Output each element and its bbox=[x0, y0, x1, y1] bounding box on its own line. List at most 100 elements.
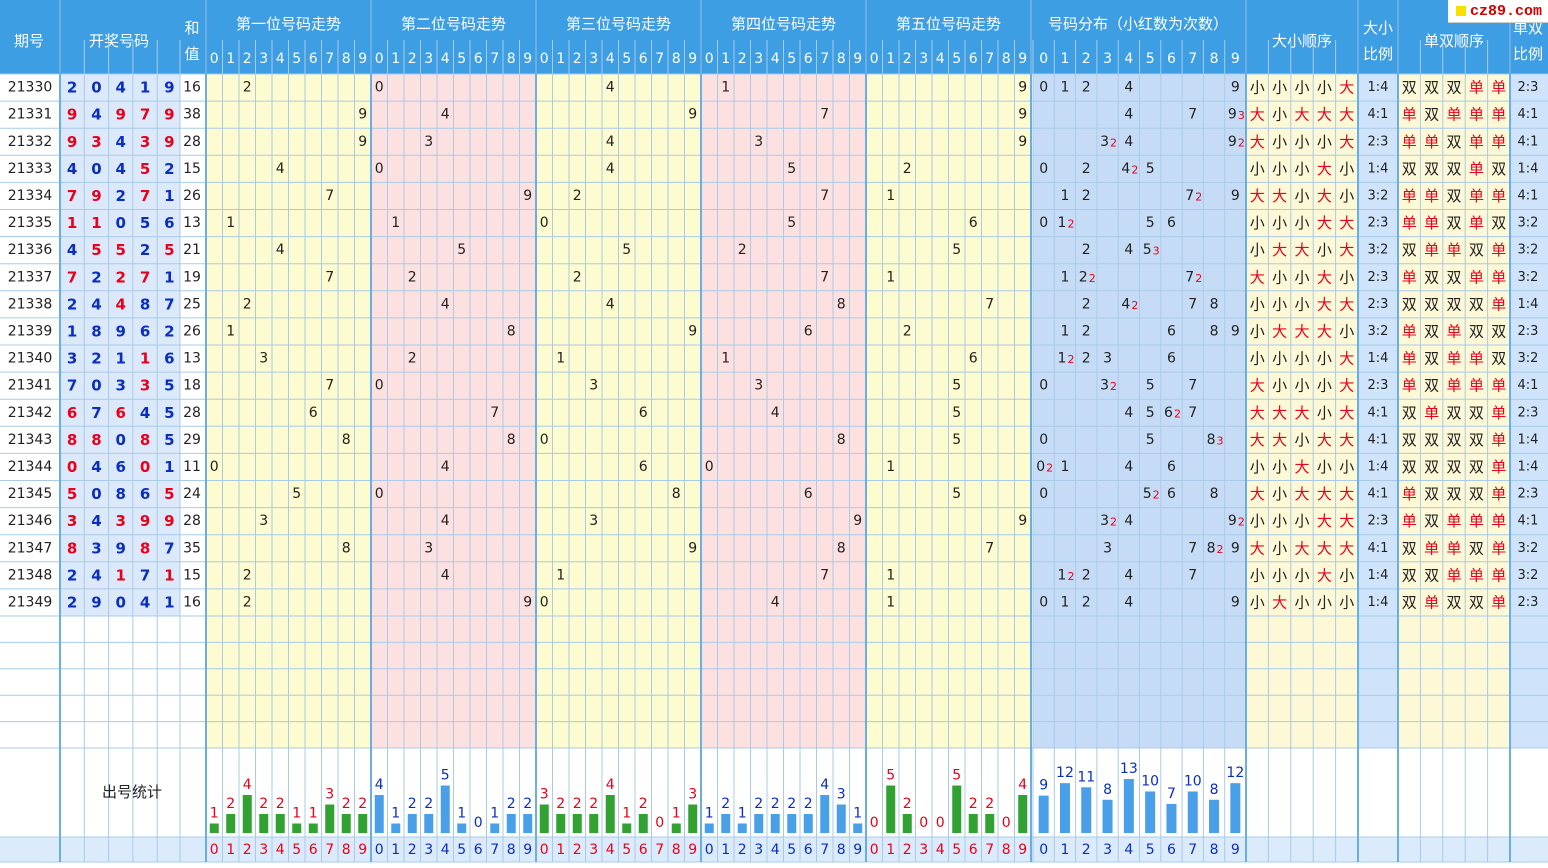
bottom-digit: 7 bbox=[325, 842, 334, 858]
draw-digit: 5 bbox=[164, 377, 174, 395]
pos-trend-mark: 6 bbox=[804, 486, 813, 502]
dist-mark: 2 bbox=[1082, 567, 1091, 583]
draw-digit: 5 bbox=[116, 241, 126, 259]
sum-cell: 21 bbox=[183, 242, 201, 258]
oe-order-cell: 双 bbox=[1402, 431, 1417, 449]
bottom-digit: 3 bbox=[589, 842, 598, 858]
pos-trend-mark: 1 bbox=[721, 351, 730, 367]
pos-trend-mark: 8 bbox=[837, 296, 846, 312]
oe-order-cell: 单 bbox=[1402, 350, 1417, 368]
stat-value: 4 bbox=[375, 777, 384, 793]
size-order-cell: 大 bbox=[1317, 485, 1332, 503]
bottom-digit: 7 bbox=[490, 842, 499, 858]
oe-order-cell: 单 bbox=[1491, 593, 1506, 611]
draw-digit: 6 bbox=[140, 485, 150, 503]
oe-ratio-cell: 4:1 bbox=[1518, 378, 1539, 393]
stat-value: 1 bbox=[705, 806, 714, 822]
period-cell: 21336 bbox=[8, 242, 53, 258]
stat-bar bbox=[622, 823, 632, 833]
dist-count: 2 bbox=[1110, 380, 1117, 393]
stat-value: 2 bbox=[771, 796, 780, 812]
size-order-cell: 大 bbox=[1339, 431, 1354, 449]
pos-trend-mark: 2 bbox=[243, 567, 252, 583]
bottom-digit: 7 bbox=[655, 842, 664, 858]
size-order-cell: 小 bbox=[1250, 350, 1265, 368]
draw-digit: 9 bbox=[164, 133, 174, 151]
bottom-digit: 5 bbox=[292, 842, 301, 858]
oe-order-cell: 双 bbox=[1424, 431, 1439, 449]
stat-value: 2 bbox=[507, 796, 516, 812]
draw-digit: 8 bbox=[67, 539, 77, 557]
header-digit-p1-7: 7 bbox=[325, 51, 334, 67]
dist-mark: 4 bbox=[1121, 296, 1130, 312]
dist-stat-value: 9 bbox=[1039, 778, 1048, 794]
oe-order-cell: 单 bbox=[1491, 268, 1506, 286]
size-order-cell: 小 bbox=[1294, 79, 1309, 97]
header-digit-p4-7: 7 bbox=[820, 51, 829, 67]
header-sum-1: 和 bbox=[184, 19, 199, 37]
stat-bar bbox=[539, 804, 549, 833]
pos-trend-mark: 2 bbox=[243, 296, 252, 312]
draw-digit: 9 bbox=[91, 187, 101, 205]
stat-bar bbox=[985, 814, 995, 833]
draw-digit: 6 bbox=[67, 404, 77, 422]
draw-digit: 4 bbox=[116, 133, 126, 151]
oe-order-cell: 双 bbox=[1446, 133, 1461, 151]
pos-trend-mark: 9 bbox=[358, 134, 367, 150]
bottom-digit: 1 bbox=[391, 842, 400, 858]
header-size-ratio-1: 大小 bbox=[1363, 19, 1393, 37]
sum-cell: 29 bbox=[183, 432, 201, 448]
dist-mark: 4 bbox=[1124, 405, 1133, 421]
oe-ratio-cell: 2:3 bbox=[1518, 405, 1539, 420]
size-order-cell: 小 bbox=[1339, 187, 1354, 205]
pos-trend-mark: 4 bbox=[606, 80, 615, 96]
draw-digit: 9 bbox=[164, 79, 174, 97]
header-digit-p1-5: 5 bbox=[292, 51, 301, 67]
size-order-cell: 大 bbox=[1272, 322, 1287, 340]
sum-cell: 28 bbox=[183, 134, 201, 150]
period-cell: 21344 bbox=[8, 459, 53, 475]
pos-trend-mark: 7 bbox=[985, 296, 994, 312]
stat-bar bbox=[259, 814, 269, 833]
draw-digit: 1 bbox=[67, 214, 77, 232]
pos-trend-mark: 1 bbox=[556, 351, 565, 367]
pos-trend-mark: 2 bbox=[573, 269, 582, 285]
oe-order-cell: 单 bbox=[1491, 485, 1506, 503]
oe-order-cell: 单 bbox=[1491, 295, 1506, 313]
bottom-digit: 2 bbox=[243, 842, 252, 858]
oe-order-cell: 双 bbox=[1402, 404, 1417, 422]
size-order-cell: 小 bbox=[1272, 268, 1287, 286]
dist-mark: 6 bbox=[1167, 351, 1176, 367]
oe-ratio-cell: 1:4 bbox=[1518, 459, 1539, 474]
stats-label: 出号统计 bbox=[102, 783, 162, 801]
size-order-cell: 小 bbox=[1250, 566, 1265, 584]
pos-trend-mark: 5 bbox=[457, 242, 466, 258]
dist-mark: 5 bbox=[1143, 242, 1152, 258]
pos-trend-mark: 3 bbox=[589, 513, 598, 529]
sum-cell: 19 bbox=[183, 269, 201, 285]
size-order-cell: 大 bbox=[1317, 295, 1332, 313]
size-order-cell: 小 bbox=[1294, 133, 1309, 151]
header-dist-digit-2: 2 bbox=[1082, 51, 1091, 67]
draw-digit: 3 bbox=[67, 350, 77, 368]
pos-trend-mark: 9 bbox=[1018, 513, 1027, 529]
size-ratio-cell: 2:3 bbox=[1368, 514, 1389, 529]
size-order-cell: 大 bbox=[1294, 106, 1309, 124]
draw-digit: 6 bbox=[140, 322, 150, 340]
size-ratio-cell: 2:3 bbox=[1368, 378, 1389, 393]
draw-digit: 5 bbox=[164, 404, 174, 422]
pos-trend-mark: 9 bbox=[853, 513, 862, 529]
draw-digit: 7 bbox=[67, 187, 77, 205]
oe-order-cell: 双 bbox=[1469, 431, 1484, 449]
oe-ratio-cell: 2:3 bbox=[1518, 80, 1539, 95]
oe-order-cell: 双 bbox=[1446, 187, 1461, 205]
pos-trend-mark: 1 bbox=[391, 215, 400, 231]
bottom-digit: 9 bbox=[523, 842, 532, 858]
dist-stat-bar bbox=[1145, 791, 1156, 833]
draw-digit: 1 bbox=[140, 350, 150, 368]
dist-mark: 3 bbox=[1103, 351, 1112, 367]
dist-mark: 0 bbox=[1039, 378, 1048, 394]
period-cell: 21338 bbox=[8, 296, 53, 312]
bottom-digit: 6 bbox=[804, 842, 813, 858]
header-digit-p3-0: 0 bbox=[540, 51, 549, 67]
